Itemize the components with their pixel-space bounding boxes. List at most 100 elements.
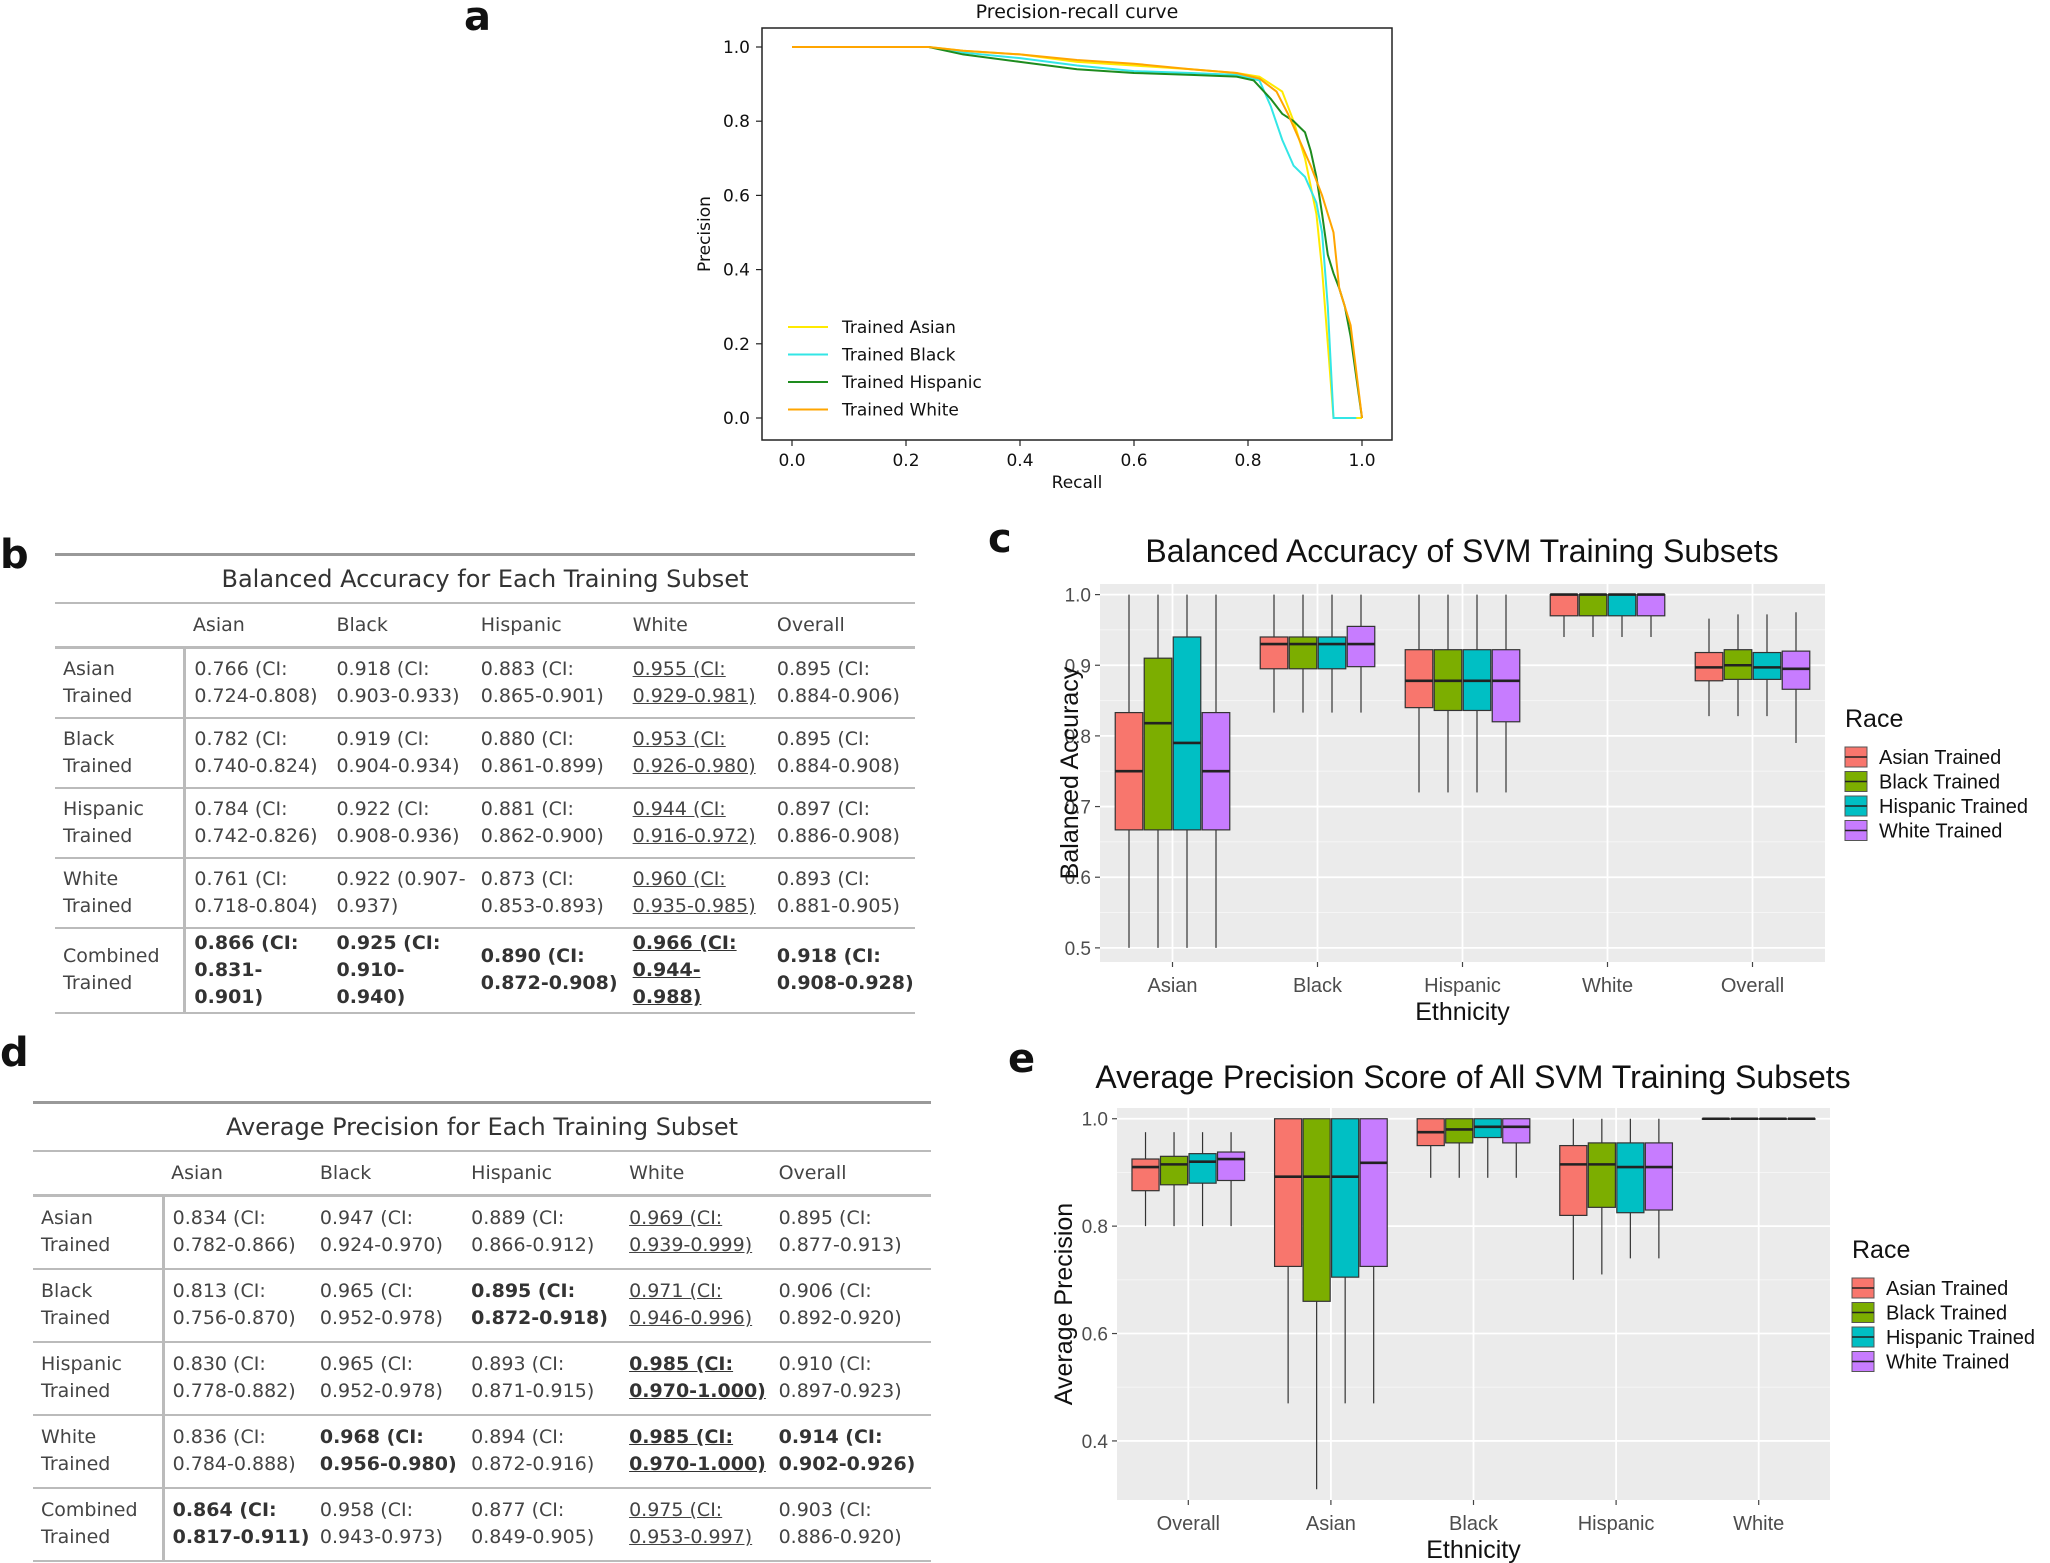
x-tick-label: Black	[1293, 975, 1343, 997]
table-cell: 0.922 (0.907- 0.937)	[328, 857, 473, 929]
y-tick-label: 0.9	[1065, 656, 1091, 677]
cell-ci: 0.861-0.899)	[480, 754, 604, 777]
row-label-line: Black Trained	[63, 727, 133, 777]
cell-value: 0.922 (0.907-	[336, 867, 466, 890]
cell-ci: 0.872-0.916)	[471, 1453, 595, 1475]
row-label-line: Trained	[41, 1526, 111, 1548]
cell-ci: 0.935-0.985)	[632, 894, 756, 917]
table-cell: 0.766 (CI: 0.724-0.808)	[184, 647, 329, 719]
cell-value: 0.903 (CI:	[778, 1499, 872, 1521]
cell-value: 0.864 (CI:	[172, 1499, 277, 1521]
cell-ci: 0.871-0.915)	[471, 1380, 595, 1402]
table-cell: 0.836 (CI: 0.784-0.888)	[163, 1414, 312, 1489]
table-row: Black Trained 0.813 (CI: 0.756-0.870) 0.965…	[33, 1268, 931, 1343]
table-cell: 0.895 (CI: 0.877-0.913)	[770, 1195, 931, 1270]
cell-value: 0.813 (CI:	[172, 1280, 266, 1302]
y-tick-label: 0.7	[1065, 798, 1091, 819]
row-label-line: Asian Trained	[41, 1207, 111, 1257]
y-axis-label: Precision	[695, 196, 715, 272]
cell-ci: 0.902-0.926)	[778, 1453, 916, 1475]
table-row: Hispanic Trained 0.830 (CI: 0.778-0.882) 0.9…	[33, 1341, 931, 1416]
row-label-line: Hispanic	[41, 1353, 122, 1375]
row-label-line: Trained	[63, 972, 133, 994]
y-tick-label: 0.6	[723, 186, 750, 206]
legend-label: Black Trained	[1886, 1303, 2007, 1325]
x-tick-label: Overall	[1721, 975, 1784, 997]
cell-ci: 0.952-0.978)	[319, 1307, 443, 1329]
row-label-line: Combined	[41, 1499, 138, 1521]
box-white-trained	[1644, 1142, 1674, 1211]
x-tick-label: 0.2	[892, 451, 919, 471]
box-hispanic-trained	[1473, 1118, 1502, 1139]
table-cell: 0.864 (CI: 0.817-0.911)	[163, 1487, 312, 1562]
cell-value: 0.958 (CI:	[319, 1499, 413, 1521]
table-cell: 0.966 (CI: 0.944-0.988)	[624, 927, 769, 1014]
table-cell: 0.975 (CI: 0.953-0.997)	[621, 1487, 771, 1562]
legend-label: White Trained	[1886, 1352, 2009, 1374]
column-header: White	[621, 1151, 771, 1197]
table-cell: 0.813 (CI: 0.756-0.870)	[163, 1268, 312, 1343]
row-label: Combined Trained	[55, 927, 187, 1014]
cell-ci: 0.877-0.913)	[778, 1234, 902, 1257]
column-header: Hispanic	[472, 603, 625, 649]
y-tick-label: 0.4	[1082, 1432, 1109, 1453]
table-cell: 0.895 (CI: 0.884-0.908)	[768, 717, 915, 789]
cell-value: 0.925 (CI:	[336, 931, 441, 954]
balanced-accuracy-table: Balanced Accuracy for Each Training Subs…	[55, 553, 915, 1014]
cell-ci: 0.929-0.981)	[632, 684, 756, 707]
pr-curve-trained-white	[792, 46, 1363, 419]
legend-label: Black Trained	[1879, 772, 2000, 794]
cell-value: 0.889 (CI:	[471, 1207, 565, 1230]
x-tick-label: 0.4	[1006, 451, 1033, 471]
table-cell: 0.830 (CI: 0.778-0.882)	[163, 1341, 312, 1416]
box-black-trained	[1302, 1118, 1331, 1302]
cell-value: 0.985 (CI:	[629, 1353, 734, 1375]
cell-value: 0.883 (CI:	[480, 657, 574, 680]
cell-ci: 0.756-0.870)	[172, 1307, 296, 1329]
chart-title: Precision-recall curve	[976, 1, 1179, 23]
box-black-trained	[1288, 636, 1318, 670]
y-tick-label: 0.5	[1065, 939, 1091, 960]
row-label-line: Hispanic	[63, 797, 144, 820]
box-white-trained	[1346, 625, 1376, 668]
y-tick-label: 0.6	[1082, 1325, 1108, 1346]
cell-value: 0.914 (CI:	[778, 1426, 883, 1448]
cell-value: 0.968 (CI:	[319, 1426, 424, 1448]
column-header: White	[624, 603, 769, 649]
column-header: Asian	[184, 603, 329, 649]
cell-ci: 0.884-0.908)	[776, 754, 900, 777]
y-axis-label: Balanced Accuracy	[1056, 666, 1084, 879]
cell-value: 0.895 (CI:	[776, 657, 871, 680]
x-axis-label: Ethnicity	[1415, 998, 1510, 1026]
cell-value: 0.965 (CI:	[319, 1280, 413, 1302]
cell-ci: 0.782-0.866)	[172, 1234, 296, 1257]
column-header: Overall	[770, 1151, 931, 1197]
box-asian-trained	[1131, 1158, 1160, 1192]
row-label: White Trained	[33, 1414, 165, 1489]
x-tick-label: 1.0	[1348, 451, 1375, 471]
table-cell: 0.880 (CI: 0.861-0.899)	[472, 717, 625, 789]
row-label-line: Trained	[41, 1380, 111, 1402]
box-hispanic-trained	[1172, 636, 1202, 831]
x-tick-label: White	[1733, 1513, 1784, 1535]
cell-value: 0.975 (CI:	[629, 1499, 723, 1521]
cell-value: 0.969 (CI:	[629, 1207, 723, 1230]
legend-label: White Trained	[1879, 821, 2002, 843]
table-cell: 0.947 (CI: 0.924-0.970)	[311, 1195, 464, 1270]
table-row: Asian Trained 0.766 (CI: 0.724-0.808) 0.918…	[55, 647, 915, 719]
cell-value: 0.877 (CI:	[471, 1499, 565, 1521]
box-hispanic-trained	[1317, 636, 1347, 670]
cell-ci: 0.881-0.905)	[776, 894, 900, 917]
cell-value: 0.922 (CI:	[336, 797, 430, 820]
cell-ci: 0.718-0.804)	[194, 894, 318, 917]
column-header: Asian	[163, 1151, 312, 1197]
cell-value: 0.944 (CI:	[632, 797, 726, 820]
cell-ci: 0.740-0.824)	[194, 754, 318, 777]
cell-ci: 0.908-0.928)	[776, 972, 914, 994]
cell-ci: 0.724-0.808)	[194, 684, 318, 707]
cell-ci: 0.886-0.920)	[778, 1526, 902, 1548]
table-cell: 0.782 (CI: 0.740-0.824)	[184, 717, 329, 789]
table-cell: 0.955 (CI: 0.929-0.981)	[624, 647, 769, 719]
cell-ci: 0.970-1.000)	[629, 1453, 766, 1475]
table-cell: 0.969 (CI: 0.939-0.999)	[621, 1195, 771, 1270]
